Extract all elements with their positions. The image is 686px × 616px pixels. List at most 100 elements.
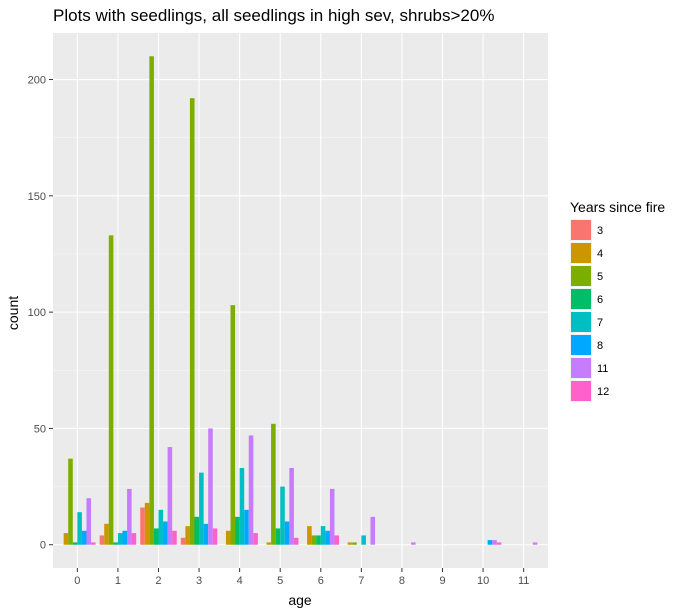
bar	[199, 472, 204, 545]
bar	[63, 533, 69, 545]
legend-label: 5	[597, 271, 603, 283]
bar	[284, 521, 290, 545]
bar	[253, 533, 258, 545]
bar	[244, 509, 249, 545]
bar	[81, 530, 87, 545]
bar	[370, 516, 376, 545]
legend-label: 8	[597, 340, 603, 352]
bar	[347, 542, 353, 545]
x-axis-title: age	[288, 592, 312, 608]
y-axis: 0 50 100 150 200	[28, 75, 53, 552]
bar	[320, 526, 326, 545]
bar	[235, 516, 240, 545]
y-tick-label: 100	[28, 307, 46, 319]
bar	[68, 458, 73, 545]
bar	[203, 523, 209, 545]
x-tick-label: 0	[74, 575, 80, 587]
bar	[172, 530, 177, 545]
legend-swatch	[571, 266, 591, 286]
bar	[189, 98, 195, 545]
x-tick-label: 10	[477, 575, 489, 587]
bar	[108, 235, 114, 545]
bar	[248, 435, 254, 545]
bar	[153, 528, 159, 545]
bar	[86, 498, 92, 545]
bar	[144, 502, 150, 545]
bar	[487, 540, 493, 545]
y-tick-label: 0	[40, 540, 46, 552]
bar	[113, 542, 118, 545]
legend-swatch	[571, 220, 591, 240]
x-tick-label: 5	[277, 575, 283, 587]
bar	[208, 428, 213, 545]
panel-background	[53, 33, 548, 568]
x-tick-label: 8	[399, 575, 405, 587]
y-axis-title: count	[5, 296, 21, 330]
bar	[266, 542, 272, 545]
x-tick-label: 3	[196, 575, 202, 587]
y-tick-label: 150	[28, 191, 46, 203]
x-tick-label: 11	[518, 575, 529, 587]
x-tick-label: 6	[318, 575, 324, 587]
bar	[239, 467, 245, 545]
x-tick-label: 1	[115, 575, 121, 587]
bar	[163, 521, 168, 545]
bar	[496, 542, 502, 545]
bar	[149, 56, 154, 545]
plot-panel	[53, 33, 548, 568]
bar	[532, 542, 538, 545]
legend-swatch	[571, 381, 591, 401]
bar	[275, 528, 281, 545]
legend-label: 12	[597, 386, 609, 398]
legend-label: 3	[597, 225, 603, 237]
bar	[316, 535, 321, 545]
bar	[325, 530, 330, 545]
bar	[117, 533, 123, 545]
x-tick-label: 4	[237, 575, 243, 587]
bar	[194, 516, 200, 545]
bar	[225, 530, 231, 545]
legend: Years since fire 3 4 5 6 7 8 11 12	[570, 199, 665, 402]
bar	[289, 467, 294, 545]
bar	[492, 540, 497, 545]
bar	[99, 535, 105, 545]
bar	[307, 526, 312, 545]
legend-swatch	[571, 358, 591, 378]
y-tick-label: 200	[28, 75, 46, 87]
bar	[167, 447, 173, 545]
legend-swatch	[571, 312, 591, 332]
legend-title: Years since fire	[570, 199, 665, 215]
bar	[411, 542, 416, 545]
x-axis: 0 1 2 3 4 5 6 7 8 9 10 11	[74, 568, 529, 587]
bar	[131, 533, 137, 545]
bar	[91, 542, 96, 545]
legend-swatch	[571, 335, 591, 355]
bar	[329, 488, 335, 545]
legend-label: 6	[597, 294, 603, 306]
bar	[352, 542, 357, 545]
bar	[212, 528, 218, 545]
bar	[77, 512, 82, 545]
x-tick-label: 9	[439, 575, 445, 587]
bar	[127, 488, 132, 545]
bar	[72, 542, 78, 545]
bar	[311, 535, 317, 545]
legend-swatch	[571, 243, 591, 263]
bar	[280, 486, 285, 545]
legend-label: 7	[597, 317, 603, 329]
bar	[334, 535, 340, 545]
legend-label: 11	[597, 363, 608, 375]
bar	[293, 537, 299, 545]
bar	[271, 423, 276, 545]
bar	[230, 305, 236, 545]
bar	[104, 523, 109, 545]
legend-swatch	[571, 289, 591, 309]
x-tick-label: 2	[155, 575, 161, 587]
legend-label: 4	[597, 248, 603, 260]
bar	[158, 509, 164, 545]
bar	[180, 537, 186, 545]
bar	[185, 526, 190, 545]
bar	[122, 530, 128, 545]
bar	[361, 535, 366, 545]
